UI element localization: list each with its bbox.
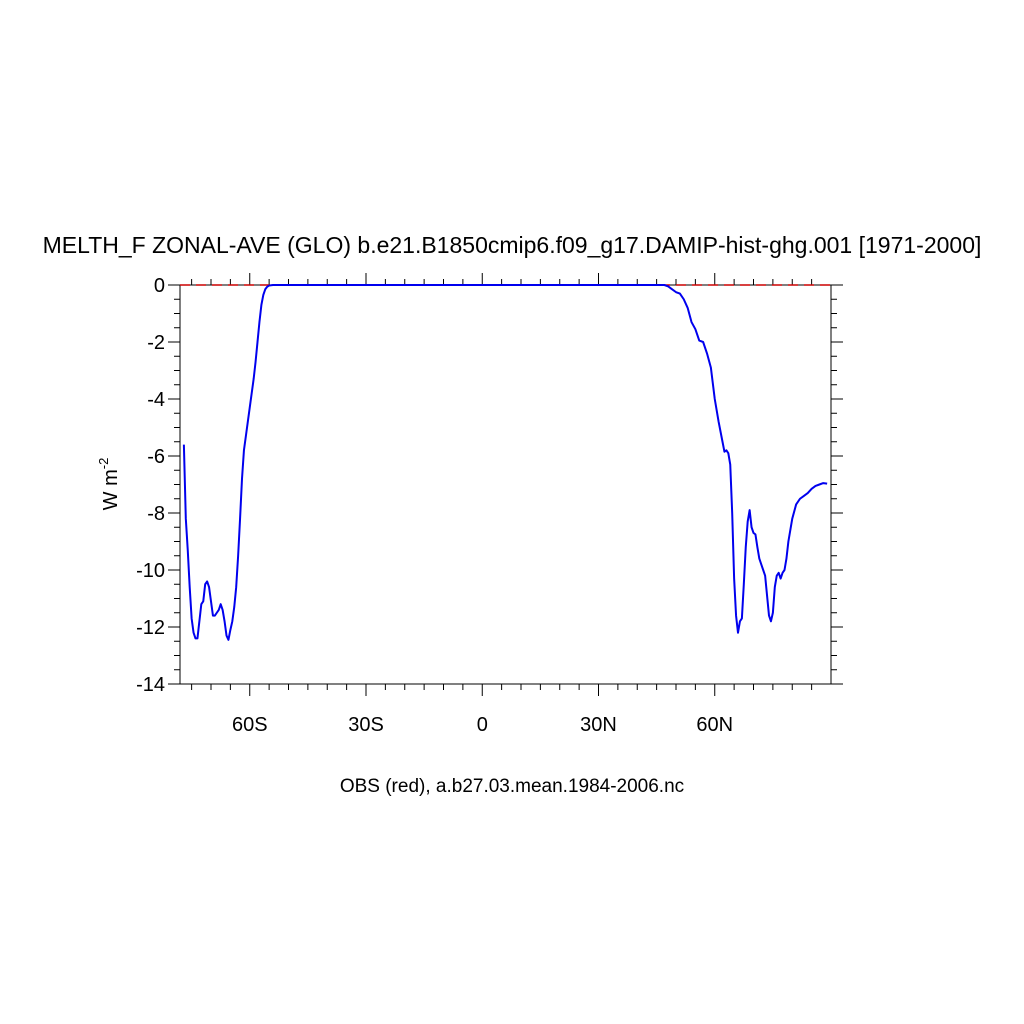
y-tick-label: -10	[136, 560, 165, 582]
y-tick-label: -2	[147, 332, 165, 354]
plot-area: 60S 30S 0 30N 60N 0 -2 -4 -6 -8 -10 -12 -14	[136, 273, 843, 736]
y-axis-title-text: W m	[100, 469, 122, 510]
y-tick-label: -4	[147, 389, 165, 411]
y-tick-label: 0	[154, 275, 165, 297]
plot-frame	[179, 284, 832, 685]
chart-caption: OBS (red), a.b27.03.mean.1984-2006.nc	[340, 776, 684, 797]
y-tick-label: -14	[136, 674, 165, 696]
y-tick-label: -8	[147, 503, 165, 525]
x-tick-label: 30N	[580, 714, 617, 736]
y-axis-title-superscript: -2	[96, 458, 111, 470]
series-lines	[180, 284, 831, 641]
x-tick-label: 60S	[232, 714, 268, 736]
axis-tick-labels: 60S 30S 0 30N 60N 0 -2 -4 -6 -8 -10 -12 -14	[136, 275, 733, 736]
y-tick-label: -6	[147, 446, 165, 468]
x-tick-label: 0	[477, 714, 488, 736]
chart-title: MELTH_F ZONAL-AVE (GLO) b.e21.B1850cmip6…	[43, 232, 982, 258]
model-series-line	[182, 284, 828, 641]
axis-ticks	[168, 273, 843, 696]
y-tick-label: -12	[136, 617, 165, 639]
x-tick-label: 60N	[696, 714, 733, 736]
y-axis-title: W m-2	[96, 458, 122, 511]
x-tick-label: 30S	[348, 714, 384, 736]
